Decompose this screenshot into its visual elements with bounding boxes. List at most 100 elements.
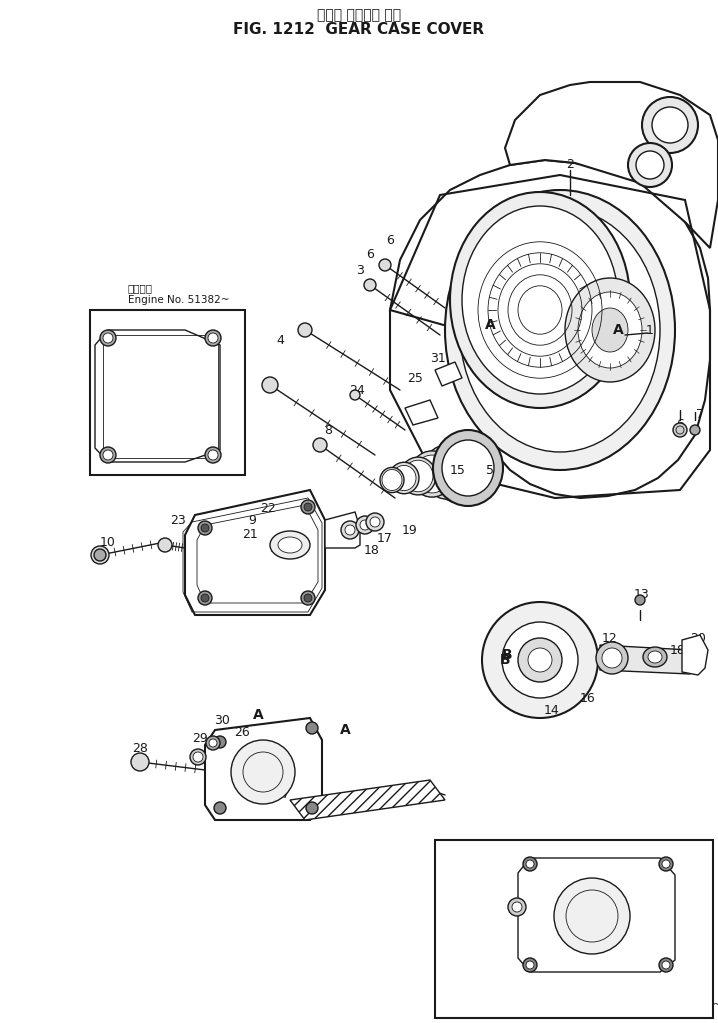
- Circle shape: [131, 753, 149, 771]
- Text: ギヤー ケースカ バー: ギヤー ケースカ バー: [317, 8, 401, 23]
- Ellipse shape: [422, 445, 474, 499]
- Text: 4: 4: [276, 333, 284, 347]
- Text: 適用号機: 適用号機: [620, 987, 645, 997]
- Text: FIG. 1212  GEAR CASE COVER: FIG. 1212 GEAR CASE COVER: [233, 23, 485, 38]
- Ellipse shape: [648, 651, 662, 663]
- Circle shape: [596, 642, 628, 674]
- Circle shape: [190, 749, 206, 765]
- Ellipse shape: [578, 292, 642, 368]
- Text: 1: 1: [646, 323, 654, 337]
- Circle shape: [635, 595, 645, 605]
- Polygon shape: [290, 780, 445, 820]
- Text: 31: 31: [430, 352, 446, 364]
- Circle shape: [158, 538, 172, 552]
- Circle shape: [205, 330, 221, 346]
- Circle shape: [304, 503, 312, 512]
- Polygon shape: [435, 362, 462, 386]
- Circle shape: [379, 259, 391, 271]
- Text: 9: 9: [248, 514, 256, 527]
- Text: 18: 18: [364, 543, 380, 557]
- Polygon shape: [95, 330, 220, 462]
- Circle shape: [690, 425, 700, 435]
- Text: 23: 23: [170, 514, 186, 527]
- Circle shape: [518, 638, 562, 682]
- Circle shape: [642, 97, 698, 153]
- Circle shape: [208, 450, 218, 460]
- Circle shape: [659, 958, 673, 972]
- Text: 28: 28: [448, 947, 462, 957]
- Circle shape: [345, 525, 355, 535]
- Text: 21: 21: [210, 323, 225, 337]
- Circle shape: [512, 902, 522, 911]
- Circle shape: [370, 517, 380, 527]
- Circle shape: [526, 961, 534, 969]
- Circle shape: [193, 752, 203, 762]
- Polygon shape: [325, 512, 360, 548]
- Circle shape: [350, 390, 360, 400]
- Ellipse shape: [270, 531, 310, 559]
- Text: 27: 27: [665, 840, 679, 850]
- Polygon shape: [505, 82, 718, 248]
- Text: 6: 6: [366, 249, 374, 262]
- Text: B: B: [500, 653, 510, 667]
- Ellipse shape: [450, 192, 630, 408]
- Circle shape: [528, 648, 552, 672]
- Circle shape: [100, 447, 116, 463]
- Circle shape: [94, 549, 106, 561]
- Circle shape: [554, 878, 630, 954]
- Circle shape: [508, 898, 526, 916]
- Circle shape: [441, 903, 459, 921]
- Text: 28: 28: [132, 742, 148, 755]
- Ellipse shape: [460, 208, 660, 452]
- Polygon shape: [682, 635, 708, 675]
- Text: Engine No. 85860~: Engine No. 85860~: [620, 1000, 718, 1010]
- Text: 6: 6: [386, 233, 394, 247]
- Circle shape: [366, 513, 384, 531]
- Text: 15: 15: [450, 463, 466, 477]
- Text: 21: 21: [242, 529, 258, 541]
- Ellipse shape: [434, 441, 490, 499]
- Circle shape: [103, 450, 113, 460]
- Circle shape: [341, 521, 359, 539]
- Circle shape: [306, 802, 318, 814]
- Circle shape: [205, 447, 221, 463]
- Text: 14: 14: [544, 704, 560, 716]
- Text: 27: 27: [274, 789, 290, 801]
- Circle shape: [100, 330, 116, 346]
- Ellipse shape: [392, 465, 416, 491]
- Circle shape: [360, 520, 370, 530]
- Text: 19: 19: [402, 524, 418, 536]
- Polygon shape: [185, 490, 325, 615]
- Text: 22: 22: [260, 501, 276, 515]
- Circle shape: [262, 377, 278, 393]
- Text: 16: 16: [580, 692, 596, 705]
- Circle shape: [214, 736, 226, 748]
- Ellipse shape: [380, 468, 404, 493]
- Ellipse shape: [430, 437, 494, 503]
- Circle shape: [364, 279, 376, 291]
- Circle shape: [659, 857, 673, 871]
- Polygon shape: [405, 400, 438, 425]
- Polygon shape: [390, 160, 710, 498]
- Text: 30: 30: [508, 840, 522, 850]
- Circle shape: [198, 521, 212, 535]
- Text: 24: 24: [349, 384, 365, 397]
- Circle shape: [662, 961, 670, 969]
- Text: 13: 13: [634, 588, 650, 602]
- Text: 5: 5: [486, 463, 494, 477]
- Circle shape: [214, 802, 226, 814]
- Ellipse shape: [389, 462, 419, 494]
- Circle shape: [523, 958, 537, 972]
- Polygon shape: [600, 644, 690, 674]
- Bar: [90, 310, 245, 475]
- Circle shape: [356, 516, 374, 534]
- Circle shape: [673, 422, 687, 437]
- Circle shape: [523, 857, 537, 871]
- Text: A: A: [485, 318, 495, 332]
- Ellipse shape: [442, 440, 494, 496]
- Circle shape: [301, 591, 315, 605]
- Circle shape: [198, 591, 212, 605]
- Ellipse shape: [426, 449, 470, 495]
- Ellipse shape: [382, 470, 402, 490]
- Circle shape: [526, 860, 534, 868]
